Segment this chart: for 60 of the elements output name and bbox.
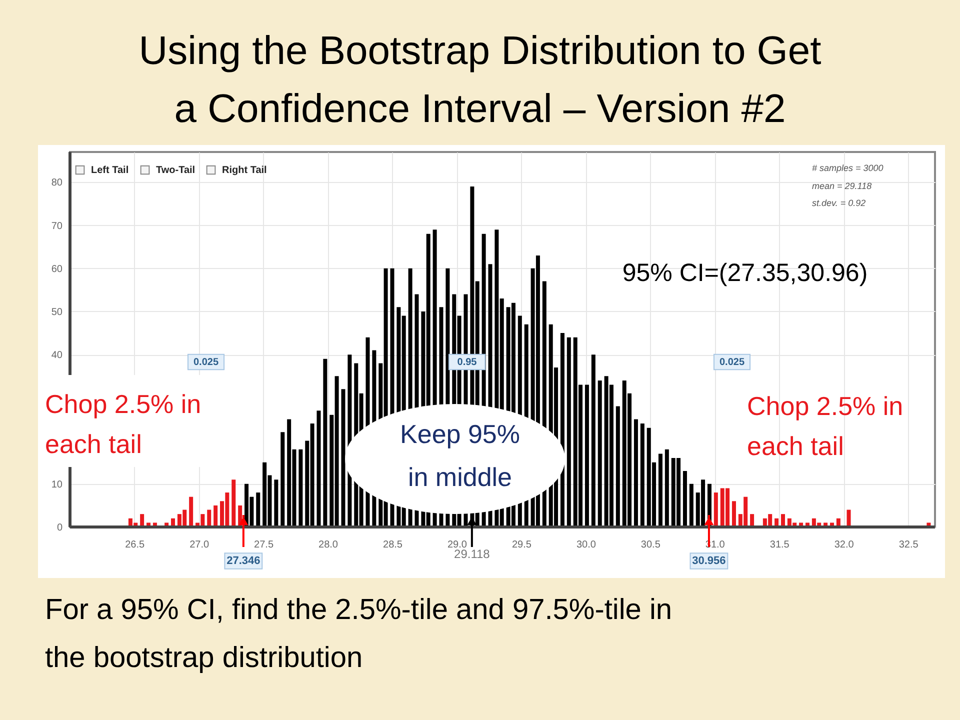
bar [214, 505, 218, 527]
bar [732, 501, 736, 527]
annotation: 95% CI=(27.35,30.96) [622, 259, 868, 287]
bar [323, 358, 328, 527]
y-tick-label: 70 [51, 220, 63, 232]
annotation: st.dev. = 0.92 [812, 198, 866, 208]
bar [207, 510, 212, 527]
y-tick-label: 50 [51, 306, 63, 318]
annotation: Left Tail [91, 165, 129, 176]
annotation: Chop 2.5% in each tail [747, 391, 904, 461]
x-tick-label: 27.0 [190, 540, 210, 550]
bar [634, 419, 638, 527]
x-tick-label: 30.5 [640, 540, 661, 550]
y-tick-label: 0 [56, 522, 63, 534]
text: For a 95% CI, find the 2.5%-tile and 97.5%-tile in the bootstrap distribution [45, 594, 672, 674]
annotation: 0.95 [457, 357, 478, 368]
annotation: Keep 95% in middle [400, 419, 520, 492]
y-tick-label: 60 [51, 264, 63, 275]
bar [664, 449, 669, 527]
annotation: 0.025 [193, 357, 219, 368]
bar [640, 424, 644, 527]
bar [341, 389, 346, 527]
x-tick-label: 29.5 [512, 540, 532, 550]
bar [591, 354, 596, 527]
x-tick-label: 32.5 [898, 540, 919, 550]
bar [189, 496, 194, 527]
bar [584, 384, 589, 527]
chart-title: Using the Bootstrap Distribution to Get a Confidence Interval – Version #2 [138, 29, 822, 131]
annotation: Two-Tail [156, 165, 196, 176]
y-tick-label: 80 [51, 178, 63, 189]
bar [280, 432, 285, 527]
annotation: # samples = 3000 [812, 163, 884, 173]
bar [256, 492, 260, 527]
x-tick-label: 30.0 [576, 540, 596, 550]
annotation: mean = 29.118 [812, 181, 872, 191]
x-tick-label: 28.0 [318, 540, 338, 550]
bar [689, 484, 694, 527]
bar [598, 380, 602, 527]
y-tick-label: 40 [51, 350, 63, 362]
bar [682, 470, 687, 527]
bar [316, 410, 321, 527]
bar [232, 480, 236, 527]
ref-line-label: 30.956 [692, 555, 726, 567]
annotation: Right Tail [222, 165, 268, 176]
bar [658, 454, 662, 527]
x-tick-label: 27.5 [254, 540, 274, 550]
annotation: 0.025 [719, 357, 745, 368]
bar [566, 337, 571, 527]
x-tick-label: 31.5 [770, 540, 790, 550]
bar [298, 449, 303, 527]
ref-line-label: 27.346 [226, 555, 260, 567]
x-tick-label: 32.0 [834, 540, 854, 550]
bar [846, 510, 851, 527]
bar [714, 492, 718, 527]
x-tick-label: 26.5 [125, 540, 145, 550]
annotation: Chop 2.5% in each tail [45, 389, 202, 459]
bar [274, 480, 278, 527]
bar [616, 406, 620, 527]
x-tick-label: 28.5 [383, 540, 403, 550]
y-tick-label: 10 [51, 479, 63, 490]
